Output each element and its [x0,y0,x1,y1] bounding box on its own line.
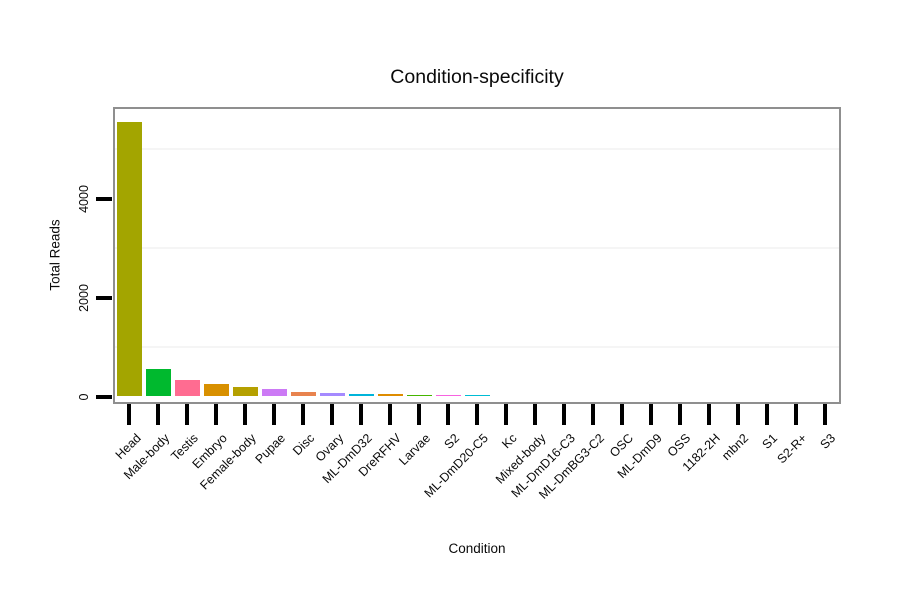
y-tick-label-4000: 4000 [77,184,91,213]
y-axis-label: Total Reads [47,219,63,291]
x-tick-mark-kc [503,404,508,425]
x-tick-mark-1182-2h [706,404,711,425]
x-tick-label-mbn2: mbn2 [719,431,752,464]
bar-embryo [203,383,229,397]
x-tick-label-s2-r: S2-R+ [774,431,810,467]
x-tick-mark-pupae [272,404,277,425]
bar-male-body [145,368,171,397]
y-tick-mark-2000 [96,295,112,300]
x-tick-label-larvae: Larvae [396,431,433,468]
minor-gridline-3000 [115,247,839,249]
y-tick-label-0: 0 [77,393,91,400]
bar-ml-dmd20-c5 [464,395,490,397]
x-tick-mark-s2 [446,404,451,425]
x-axis-label: Condition [448,541,506,556]
x-tick-mark-ml-dmd32 [359,404,364,425]
bar-ovary [319,393,345,397]
x-tick-mark-s3 [822,404,827,425]
x-tick-label-s3: S3 [817,431,839,452]
bar-testis [174,379,200,397]
x-tick-mark-oss [677,404,682,425]
x-tick-mark-female-body [243,404,248,425]
x-tick-mark-larvae [417,404,422,425]
y-tick-mark-0 [96,394,112,399]
x-tick-mark-testis [185,404,190,425]
bar-ml-dmd32 [348,393,374,397]
x-tick-mark-ovary [330,404,335,425]
x-tick-mark-embryo [214,404,219,425]
bar-female-body [232,387,258,397]
x-tick-mark-drerfhv [388,404,393,425]
bar-disc [290,392,316,397]
x-tick-mark-osc [619,404,624,425]
bar-larvae [406,394,432,397]
bar-pupae [261,388,287,397]
x-tick-mark-s1 [764,404,769,425]
x-tick-mark-ml-dmd20-c5 [475,404,479,425]
bar-head [116,122,142,397]
x-tick-label-s1: S1 [759,431,781,452]
x-tick-mark-ml-dmbg3-c2 [590,404,595,425]
minor-gridline-5000 [115,148,839,150]
minor-gridline-1000 [115,346,839,348]
x-tick-mark-male-body [156,404,161,425]
x-tick-mark-head [127,404,132,425]
bar-drerfhv [377,394,403,397]
y-tick-mark-4000 [96,196,112,201]
x-tick-mark-ml-dmd16-c3 [561,404,566,425]
y-tick-label-2000: 2000 [77,283,91,312]
x-tick-label-s2: S2 [441,431,462,452]
x-tick-mark-mbn2 [735,404,740,425]
plot-panel [113,107,841,404]
x-tick-label-pupae: Pupae [252,431,289,467]
bar-s2 [435,394,461,397]
x-tick-mark-ml-dmd9 [648,404,653,425]
x-tick-label-kc: Kc [499,431,520,452]
x-tick-mark-mixed-body [532,404,537,425]
x-tick-mark-disc [301,404,306,425]
x-tick-mark-s2-r [793,404,798,425]
chart-title: Condition-specificity [390,66,564,88]
